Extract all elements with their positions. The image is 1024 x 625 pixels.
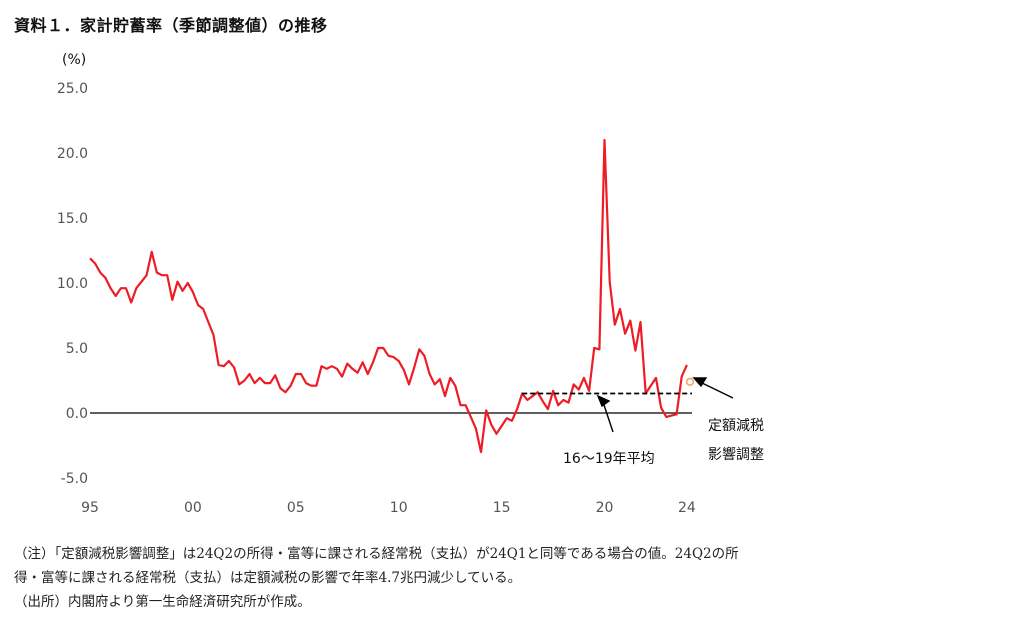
x-axis: 95 00 05 10 15 20 24 (81, 500, 696, 516)
adjust-arrow-head (692, 377, 708, 388)
y-tick-label: 0.0 (66, 406, 88, 422)
note-line-1: （注）「定額減税影響調整」は24Q2の所得・富等に課される経常税（支払）が24Q… (14, 546, 739, 562)
x-tick-label: 20 (596, 500, 614, 516)
adjust-arrow-line (699, 381, 734, 399)
note-line-2: 得・富等に課される経常税（支払）は定額減税の影響で年率4.7兆円減少している。 (14, 570, 522, 586)
adjust-label-line1: 定額減税 (708, 417, 764, 434)
chart-title: 資料１．家計貯蓄率（季節調整値）の推移 (14, 16, 328, 35)
adjusted-point (685, 377, 695, 386)
source-line: （出所）内閣府より第一生命経済研究所が作成。 (14, 594, 311, 610)
y-tick-label: 10.0 (57, 276, 88, 292)
adjust-label-line2: 影響調整 (708, 446, 764, 463)
average-label: 16〜19年平均 (563, 451, 655, 467)
y-tick-label: 25.0 (57, 81, 88, 97)
avg-arrow-head (596, 394, 611, 408)
y-tick-label: -5.0 (61, 471, 88, 487)
x-tick-label: 15 (493, 500, 511, 516)
annotation-arrows (596, 377, 734, 433)
y-axis: 25.0 20.0 15.0 10.0 5.0 0.0 -5.0 (57, 81, 88, 487)
x-tick-label: 95 (81, 500, 99, 516)
x-tick-label: 10 (390, 500, 408, 516)
x-tick-label: 24 (678, 500, 696, 516)
series-line-savings-rate (89, 138, 688, 454)
y-tick-label: 15.0 (57, 211, 88, 227)
x-tick-label: 05 (287, 500, 305, 516)
y-axis-label: (%) (62, 52, 86, 68)
avg-arrow-line (602, 401, 614, 433)
x-tick-label: 00 (184, 500, 202, 516)
y-tick-label: 5.0 (66, 341, 88, 357)
y-tick-label: 20.0 (57, 146, 88, 162)
